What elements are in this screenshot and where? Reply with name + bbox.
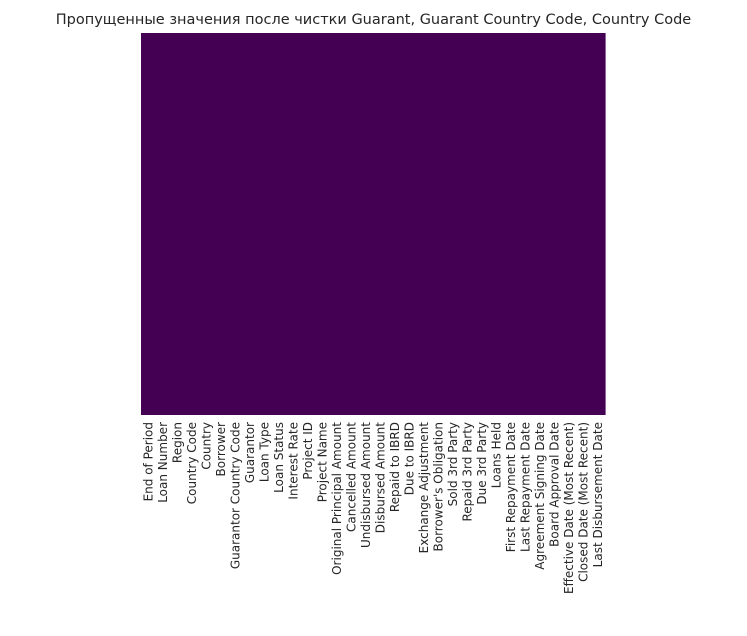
heatmap-column-cell xyxy=(271,33,287,415)
x-tick-label: Loan Status xyxy=(272,422,286,493)
heatmap-column-cell xyxy=(358,33,374,415)
heatmap-column-cell xyxy=(489,33,505,415)
heatmap-column-cell xyxy=(228,33,244,415)
heatmap-column-cell xyxy=(213,33,229,415)
x-tick-label: Guarantor xyxy=(243,422,257,483)
heatmap-column-cell xyxy=(431,33,447,415)
x-tick-label: Project Name xyxy=(315,422,329,502)
heatmap-column-cell xyxy=(590,33,606,415)
x-tick-label: Last Disbursement Date xyxy=(591,422,605,567)
x-tick-label: Closed Date (Most Recent) xyxy=(576,422,590,582)
x-tick-label: Undisbursed Amount xyxy=(359,422,373,548)
heatmap-column-cell xyxy=(402,33,418,415)
heatmap-column-cell xyxy=(184,33,200,415)
x-tick-label: Sold 3rd Party xyxy=(446,422,460,506)
heatmap-column-cell xyxy=(286,33,302,415)
x-tick-label: Loans Held xyxy=(489,422,503,488)
x-tick-label: Agreement Signing Date xyxy=(533,422,547,570)
heatmap-column-cell xyxy=(141,33,157,415)
x-tick-label: Cancelled Amount xyxy=(344,422,358,532)
x-tick-label: End of Period xyxy=(141,422,155,501)
heatmap-column-cell xyxy=(445,33,461,415)
x-tick-label: Loan Type xyxy=(257,422,271,482)
heatmap-column-cell xyxy=(518,33,534,415)
x-tick-label: Due 3rd Party xyxy=(475,422,489,505)
heatmap-column-cell xyxy=(474,33,490,415)
heatmap-cells xyxy=(141,33,606,415)
x-tick-label: Country Code xyxy=(185,422,199,504)
x-tick-label: Repaid to IBRD xyxy=(388,422,402,512)
x-tick-label: Repaid 3rd Party xyxy=(460,422,474,522)
heatmap-column-cell xyxy=(503,33,519,415)
heatmap-column-cell xyxy=(532,33,548,415)
heatmap-column-cell xyxy=(155,33,171,415)
heatmap-column-cell xyxy=(416,33,432,415)
x-tick-label: Borrower's Obligation xyxy=(431,422,445,552)
x-tick-label: Due to IBRD xyxy=(402,422,416,495)
heatmap-column-cell xyxy=(170,33,186,415)
x-tick-label: Exchange Adjustment xyxy=(417,422,431,554)
heatmap-column-cell xyxy=(300,33,316,415)
heatmap-column-cell xyxy=(460,33,476,415)
x-tick-label: Effective Date (Most Recent) xyxy=(562,422,576,594)
x-tick-labels: End of Period Loan Number Region Country Co… xyxy=(141,422,605,594)
x-tick-label: Disbursed Amount xyxy=(373,422,387,534)
x-tick-label: Last Repayment Date xyxy=(518,422,532,552)
heatmap-column-cell xyxy=(387,33,403,415)
x-tick-label: Board Approval Date xyxy=(547,422,561,547)
x-tick-label: Loan Number xyxy=(156,422,170,503)
x-tick-label: Interest Rate xyxy=(286,422,300,500)
heatmap-column-cell xyxy=(344,33,360,415)
x-tick-label: Project ID xyxy=(301,422,315,480)
x-tick-label: Original Principal Amount xyxy=(330,422,344,575)
heatmap-column-cell xyxy=(373,33,389,415)
heatmap-column-cell xyxy=(561,33,577,415)
heatmap-column-cell xyxy=(576,33,592,415)
heatmap-column-cell xyxy=(329,33,345,415)
chart-title: Пропущенные значения после чистки Guaran… xyxy=(56,12,692,28)
heatmap-column-cell xyxy=(199,33,215,415)
x-tick-label: Country xyxy=(199,422,213,470)
heatmap-column-cell xyxy=(242,33,258,415)
x-tick-label: Region xyxy=(170,422,184,463)
heatmap-column-cell xyxy=(547,33,563,415)
x-tick-label: Guarantor Country Code xyxy=(228,422,242,569)
x-tick-label: Borrower xyxy=(214,422,228,477)
heatmap-column-cell xyxy=(257,33,273,415)
heatmap-column-cell xyxy=(315,33,331,415)
x-tick-label: First Repayment Date xyxy=(504,422,518,552)
